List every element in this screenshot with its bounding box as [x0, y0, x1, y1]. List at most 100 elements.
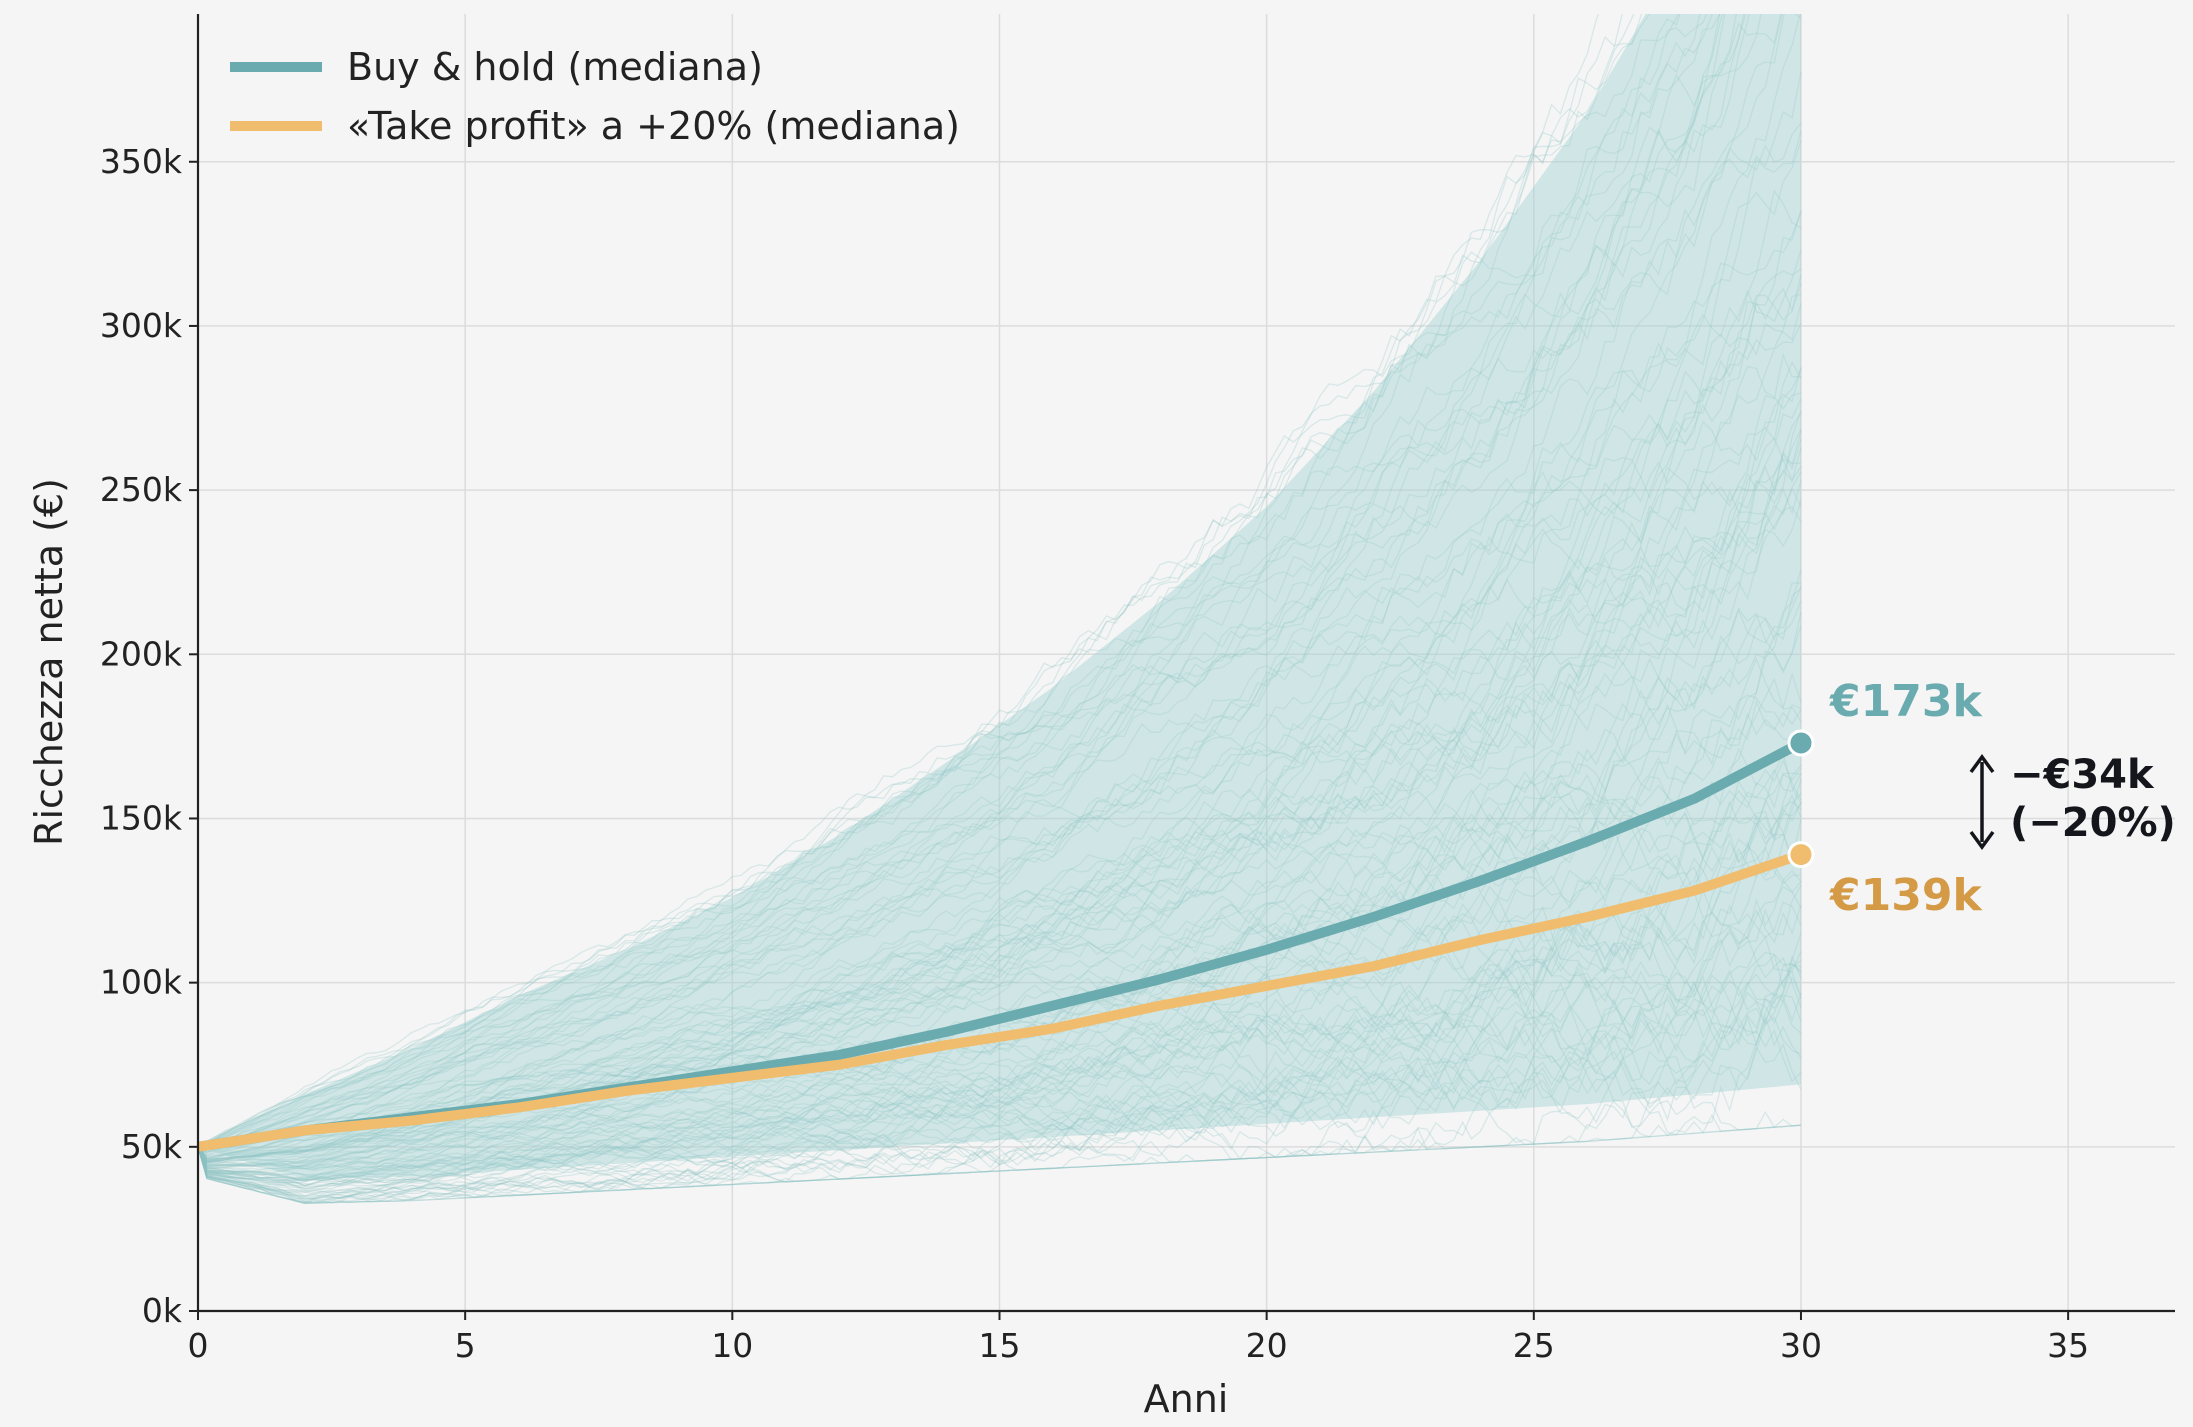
simulation-path [198, 1056, 1802, 1201]
simulation-path [198, 798, 1802, 1184]
simulation-paths [198, 14, 1802, 1204]
simulation-path [198, 931, 1802, 1195]
simulation-path [198, 447, 1802, 1165]
simulation-path [198, 712, 1802, 1168]
simulation-path [198, 901, 1802, 1189]
simulation-path [198, 932, 1802, 1204]
simulation-path [198, 14, 1737, 1148]
simulation-path [198, 211, 1802, 1158]
simulation-path [198, 458, 1802, 1165]
x-tick-label: 5 [455, 1326, 476, 1365]
simulation-path [198, 764, 1802, 1183]
simulation-path [198, 14, 1623, 1148]
simulation-path [198, 677, 1802, 1180]
y-tick-label: 350k [100, 142, 183, 181]
simulation-path [198, 209, 1802, 1157]
simulation-path [198, 906, 1802, 1188]
simulation-path [198, 792, 1802, 1187]
simulation-path [198, 412, 1802, 1164]
legend-label-takeprofit: «Take profit» a +20% (mediana) [347, 104, 960, 148]
difference-label-amount: −€34k [2010, 752, 2155, 798]
simulation-path [198, 14, 1801, 1153]
simulation-path [198, 816, 1802, 1180]
simulation-path [198, 14, 1681, 1148]
legend: Buy & hold (mediana) «Take profit» a +20… [230, 45, 960, 148]
simulation-path [198, 14, 1724, 1148]
simulation-path [198, 802, 1802, 1190]
simulation-path [198, 14, 1750, 1151]
simulation-path [198, 14, 1708, 1148]
simulation-path [198, 886, 1802, 1192]
buyhold-end-label: €173k [1829, 676, 1983, 727]
x-tick-label: 20 [1246, 1326, 1288, 1365]
simulation-path [198, 980, 1802, 1204]
simulation-path [198, 975, 1802, 1200]
simulation-path [198, 964, 1802, 1203]
takeprofit-median-line [198, 849, 1806, 1152]
simulation-path [198, 588, 1802, 1167]
simulation-path [198, 71, 1802, 1152]
simulation-path [198, 905, 1802, 1186]
simulation-path [198, 14, 1802, 1149]
percentile-band [198, 14, 1801, 1180]
simulation-path [198, 752, 1802, 1182]
simulation-path [198, 14, 1713, 1148]
simulation-path [198, 935, 1802, 1201]
difference-label-percent: (−20%) [2010, 800, 2176, 846]
percentile-band-area [198, 14, 1801, 1180]
y-axis-title: Ricchezza netta (€) [27, 478, 71, 846]
simulation-path [198, 1016, 1802, 1195]
simulation-path [198, 800, 1802, 1182]
simulation-path [198, 772, 1802, 1178]
simulation-path [198, 368, 1802, 1164]
simulation-path [198, 130, 1802, 1155]
y-tick-label: 250k [100, 470, 183, 509]
simulation-path [198, 14, 1726, 1148]
x-tick-label: 0 [188, 1326, 209, 1365]
x-tick-label: 10 [711, 1326, 753, 1365]
simulation-path [198, 489, 1802, 1164]
simulation-path [198, 1014, 1802, 1204]
simulation-path [198, 586, 1802, 1167]
median-lines [198, 737, 1806, 1152]
simulation-path [198, 870, 1802, 1187]
simulation-path [198, 846, 1802, 1180]
y-tick-label: 200k [100, 634, 183, 673]
takeprofit-end-point [1787, 841, 1815, 869]
simulation-path [198, 1007, 1802, 1204]
takeprofit-end-label: €139k [1829, 870, 1983, 921]
simulation-path [198, 14, 1747, 1150]
y-tick-label: 300k [100, 306, 183, 345]
y-tick-label: 0k [142, 1291, 183, 1330]
simulation-path [198, 14, 1651, 1148]
simulation-path [198, 14, 1721, 1149]
simulation-path [198, 14, 1785, 1153]
simulation-path [198, 14, 1600, 1148]
y-tick-label: 150k [100, 798, 183, 837]
y-tick-label: 50k [121, 1127, 183, 1166]
buyhold-end-point [1787, 729, 1815, 757]
simulation-path [198, 14, 1783, 1153]
simulation-path [198, 14, 1745, 1150]
simulation-path [198, 779, 1802, 1190]
x-tick-label: 30 [1780, 1326, 1822, 1365]
simulation-path [198, 607, 1802, 1169]
simulation-path [198, 768, 1802, 1171]
simulation-path [198, 961, 1802, 1187]
simulation-path [198, 14, 1701, 1148]
grid [197, 14, 2175, 1312]
simulation-path [198, 14, 1721, 1148]
axes [196, 14, 2175, 1313]
legend-label-buyhold: Buy & hold (mediana) [347, 45, 763, 89]
simulation-path [198, 293, 1802, 1160]
simulation-path [198, 838, 1802, 1183]
simulation-path [198, 747, 1802, 1173]
simulation-path [198, 14, 1635, 1148]
simulation-path [198, 1099, 1802, 1204]
simulation-path [198, 953, 1802, 1196]
x-tick-label: 35 [2047, 1326, 2089, 1365]
simulation-path [198, 14, 1762, 1151]
simulation-path [198, 699, 1802, 1171]
x-tick-label: 15 [978, 1326, 1020, 1365]
